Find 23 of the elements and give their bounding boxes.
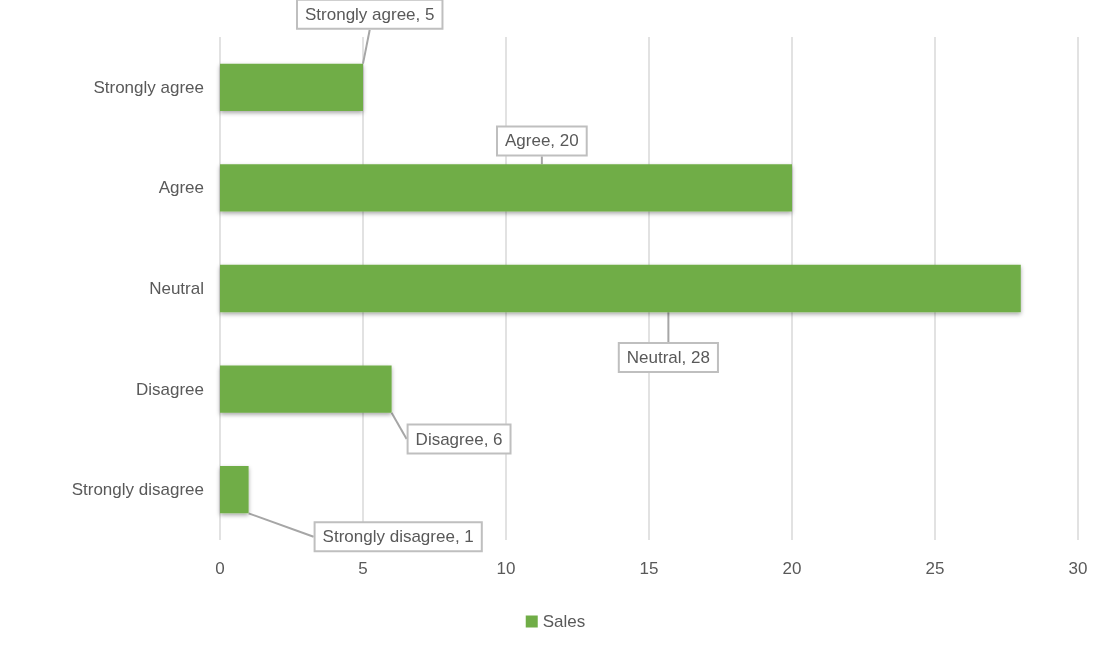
legend-label: Sales [542,612,586,631]
data-label: Disagree, 6 [415,429,503,449]
y-tick-label: Disagree [135,379,204,399]
x-tick-label: 25 [925,559,945,578]
data-label: Strongly disagree, 1 [322,527,474,547]
x-tick-label: 30 [1068,559,1088,578]
data-label: Agree, 20 [505,131,579,151]
y-tick-label: Agree [158,178,204,198]
x-tick-label: 10 [496,559,516,578]
x-tick-label: 20 [782,559,802,578]
x-tick-label: 15 [639,559,659,578]
y-tick-label: Strongly agree [93,77,204,97]
x-tick-label: 0 [215,559,225,578]
bar [220,466,249,514]
y-tick-label: Neutral [149,279,204,298]
x-tick-label: 5 [358,559,368,578]
data-label: Neutral, 28 [626,348,710,367]
data-label: Strongly agree, 5 [305,4,435,24]
bar [220,365,392,413]
bar [220,264,1021,313]
bar [220,63,363,111]
y-tick-label: Strongly disagree [71,480,204,500]
bar [220,164,792,212]
